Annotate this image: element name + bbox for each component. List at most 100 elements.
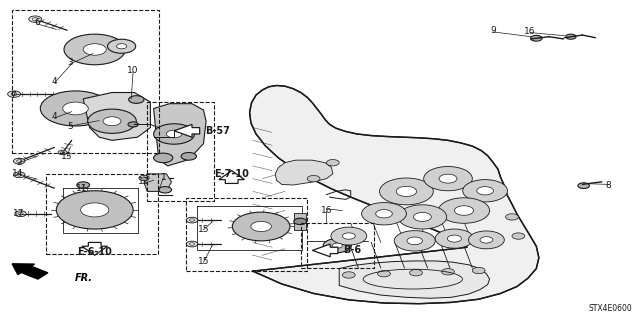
Polygon shape [312,244,338,257]
Circle shape [83,44,106,55]
Bar [301,223,374,268]
Text: E-7-10: E-7-10 [214,169,249,179]
Circle shape [398,205,447,229]
Circle shape [88,109,136,133]
Text: 13: 13 [61,152,73,161]
Polygon shape [339,261,490,298]
Polygon shape [250,85,539,304]
Circle shape [396,186,417,197]
Circle shape [326,160,339,166]
Circle shape [129,96,144,103]
Circle shape [139,175,149,181]
Circle shape [116,44,127,49]
Circle shape [454,206,474,215]
Circle shape [506,214,518,220]
Circle shape [410,270,422,276]
Polygon shape [219,171,244,183]
Circle shape [154,124,195,144]
Text: 4: 4 [52,112,57,121]
Circle shape [331,227,367,245]
Circle shape [251,221,271,232]
Polygon shape [82,242,108,255]
Text: E-6-10: E-6-10 [77,247,112,257]
Polygon shape [144,174,172,191]
Text: 14: 14 [12,169,24,178]
Circle shape [463,180,508,202]
Circle shape [64,34,125,65]
Circle shape [181,152,196,160]
Circle shape [103,117,121,126]
Circle shape [166,130,182,138]
Text: 16: 16 [524,27,536,36]
Bar [186,198,307,271]
Circle shape [447,235,461,242]
FancyArrow shape [12,264,48,279]
Circle shape [442,269,454,275]
Circle shape [154,153,173,163]
Circle shape [8,91,20,97]
Circle shape [58,150,67,155]
Circle shape [480,237,493,243]
Circle shape [56,191,133,229]
Circle shape [307,175,320,182]
Circle shape [439,174,457,183]
Circle shape [362,203,406,225]
Text: 8: 8 [605,181,611,189]
Circle shape [472,267,485,274]
Circle shape [424,167,472,191]
Circle shape [342,272,355,278]
Circle shape [407,237,422,245]
Circle shape [578,183,589,189]
Polygon shape [83,93,150,140]
Circle shape [63,102,88,115]
Circle shape [15,211,26,217]
Text: FR.: FR. [75,272,93,283]
Circle shape [232,212,290,241]
Circle shape [435,229,474,248]
Text: 12: 12 [138,177,150,186]
Circle shape [323,239,351,253]
Circle shape [29,16,42,22]
Bar [147,102,214,201]
Text: 2: 2 [17,158,22,167]
Text: B-57: B-57 [205,126,230,136]
Circle shape [342,233,355,239]
Circle shape [332,243,342,248]
Text: 5: 5 [68,122,73,130]
Circle shape [40,91,111,126]
Circle shape [186,241,198,247]
Text: 4: 4 [52,77,57,86]
Text: 15: 15 [198,225,209,234]
Text: 1: 1 [161,173,166,182]
Circle shape [77,182,90,188]
Circle shape [468,231,504,249]
Circle shape [81,203,109,217]
Text: 17: 17 [13,209,25,218]
Circle shape [413,212,431,221]
Circle shape [376,210,392,218]
Circle shape [186,217,198,223]
Circle shape [380,178,433,205]
Bar [12,10,159,153]
Circle shape [13,172,25,178]
Polygon shape [154,104,206,166]
Polygon shape [294,213,306,230]
Polygon shape [174,124,200,137]
Circle shape [477,187,493,195]
Text: 10: 10 [127,66,139,75]
Circle shape [438,198,490,223]
Circle shape [159,187,172,193]
Text: 6: 6 [35,18,40,27]
Circle shape [394,231,435,251]
Bar [46,174,158,254]
Circle shape [512,233,525,239]
Circle shape [294,218,307,225]
Text: 7: 7 [10,91,15,100]
Polygon shape [275,160,333,185]
Text: 16: 16 [321,206,332,215]
Circle shape [108,39,136,53]
Circle shape [13,158,25,164]
Circle shape [531,35,542,41]
Text: 9: 9 [490,26,495,35]
Text: 15: 15 [198,257,209,266]
